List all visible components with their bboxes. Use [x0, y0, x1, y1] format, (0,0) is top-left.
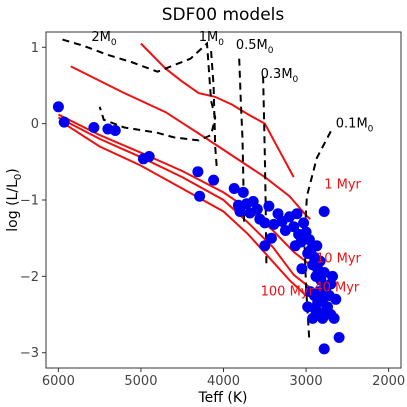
- data-point: [259, 217, 271, 229]
- y-tick-label: −2: [20, 270, 39, 285]
- track-label-sub: 0: [293, 75, 299, 85]
- data-point: [303, 234, 315, 246]
- x-tick-label: 3000: [290, 374, 323, 389]
- data-point: [330, 293, 342, 305]
- track-line: [210, 51, 218, 170]
- data-point: [318, 343, 330, 355]
- y-tick-label: −1: [20, 194, 39, 209]
- data-point: [88, 122, 100, 133]
- y-tick-label: −3: [20, 346, 39, 361]
- data-points: [52, 101, 345, 355]
- data-point: [194, 190, 206, 202]
- track-label-sub: 0: [218, 38, 224, 48]
- track-line: [62, 38, 217, 142]
- axis-ticks: 6000 5000 4000 3000 2000 1 0 −1 −2 −3: [20, 41, 405, 389]
- x-tick-label: 2000: [372, 374, 405, 389]
- track-label-main: 0.3M: [261, 67, 293, 82]
- x-tick-label: 6000: [42, 374, 75, 389]
- data-point: [192, 166, 204, 178]
- isochrone-line: [70, 65, 311, 220]
- isochrone-label: 1 Myr: [324, 178, 361, 193]
- data-point: [328, 312, 340, 324]
- track-label: 1M0: [199, 30, 225, 48]
- data-point: [302, 301, 314, 313]
- data-point: [318, 267, 330, 278]
- isochrone-label: 10 Myr: [316, 252, 362, 267]
- x-tick-label: 5000: [124, 374, 157, 389]
- track-label: 2M0: [91, 30, 117, 48]
- data-point: [143, 151, 155, 162]
- y-axis-label-close: ): [5, 168, 21, 173]
- track-label-sub: 0: [368, 124, 374, 134]
- data-point: [259, 240, 271, 252]
- track-label-main: 1M: [199, 30, 219, 45]
- isochrone-line: [57, 116, 311, 289]
- data-point: [312, 297, 324, 309]
- data-point: [52, 101, 64, 113]
- track-label: 0.5M0: [236, 38, 274, 56]
- y-axis-label: log (L/L0): [5, 168, 24, 231]
- track-label: 0.1M0: [336, 116, 374, 134]
- data-point: [265, 232, 277, 244]
- data-point: [311, 240, 323, 252]
- x-axis-label: Teff (K): [198, 390, 248, 406]
- data-point: [208, 174, 220, 186]
- data-point: [296, 263, 308, 275]
- data-point: [291, 208, 303, 220]
- track-label-main: 0.1M: [336, 116, 368, 131]
- data-point: [279, 225, 291, 236]
- y-axis-label-main: log (L/L: [5, 180, 21, 232]
- track-label-sub: 0: [268, 46, 274, 56]
- track-line: [303, 130, 332, 342]
- track-label-main: 2M: [91, 30, 111, 45]
- data-point: [109, 125, 121, 136]
- data-point: [304, 286, 316, 298]
- data-point: [298, 217, 310, 229]
- isochrone-lines: [57, 42, 311, 297]
- data-point: [318, 206, 330, 217]
- data-point: [58, 116, 70, 128]
- x-tick-label: 4000: [207, 374, 240, 389]
- y-tick-label: 1: [31, 41, 39, 56]
- isochrone-line: [57, 113, 311, 266]
- y-axis-label-sub: 0: [13, 174, 24, 180]
- isochrone-label: 100 Myr: [261, 284, 315, 299]
- track-label-sub: 0: [111, 38, 117, 48]
- data-point: [251, 203, 263, 215]
- data-point: [333, 332, 345, 343]
- data-point: [263, 200, 275, 212]
- data-point: [237, 186, 249, 198]
- data-point: [327, 270, 338, 282]
- isochrone-line: [66, 124, 307, 297]
- data-point: [295, 236, 307, 248]
- data-point: [234, 206, 246, 217]
- isochrone-label: 40 Myr: [314, 281, 360, 296]
- track-label: 0.3M0: [261, 67, 299, 85]
- data-point: [307, 312, 319, 324]
- track-label-main: 0.5M: [236, 38, 268, 53]
- isochrone-line: [140, 42, 295, 178]
- chart-title: SDF00 models: [162, 5, 285, 25]
- data-point: [314, 255, 326, 267]
- y-tick-label: 0: [31, 117, 39, 132]
- data-point: [228, 183, 240, 194]
